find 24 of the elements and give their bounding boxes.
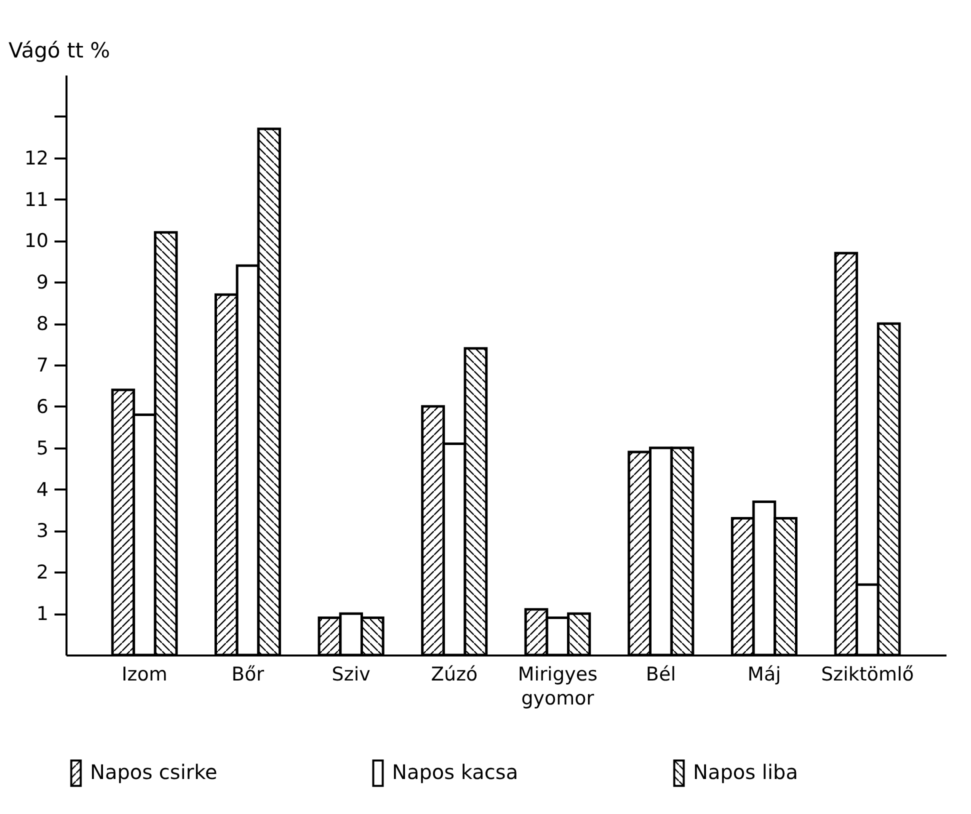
x-tick-label: Bőr [232, 664, 264, 686]
y-tick-label: 4 [36, 478, 48, 501]
legend-label: Napos liba [693, 760, 798, 784]
x-tick-label: Sziktömlő [821, 664, 914, 686]
y-tick-label: 3 [36, 520, 48, 542]
y-tick-label: 9 [36, 272, 48, 294]
y-tick-label: 10 [24, 230, 48, 252]
y-tick-label: 1 [36, 603, 48, 626]
x-tick-label: Máj [748, 664, 781, 686]
y-tick-label: 11 [24, 188, 48, 211]
x-tick-label: Zúzó [431, 664, 478, 686]
y-tick-label: 8 [36, 313, 48, 336]
y-axis-title: Vágó tt % [8, 38, 110, 62]
x-tick-label: Bél [646, 664, 676, 686]
y-tick-label: 6 [36, 396, 48, 418]
x-tick-label: Mirigyes gyomor [518, 664, 598, 710]
y-tick-label: 12 [24, 147, 48, 170]
legend-label: Napos csirke [90, 760, 218, 784]
x-tick-label: Izom [122, 664, 168, 686]
y-tick-label: 7 [36, 354, 48, 376]
y-tick-label: 5 [36, 437, 48, 460]
x-tick-label: Sziv [332, 664, 370, 686]
legend-label: Napos kacsa [392, 760, 518, 784]
y-tick-label: 2 [36, 562, 48, 584]
